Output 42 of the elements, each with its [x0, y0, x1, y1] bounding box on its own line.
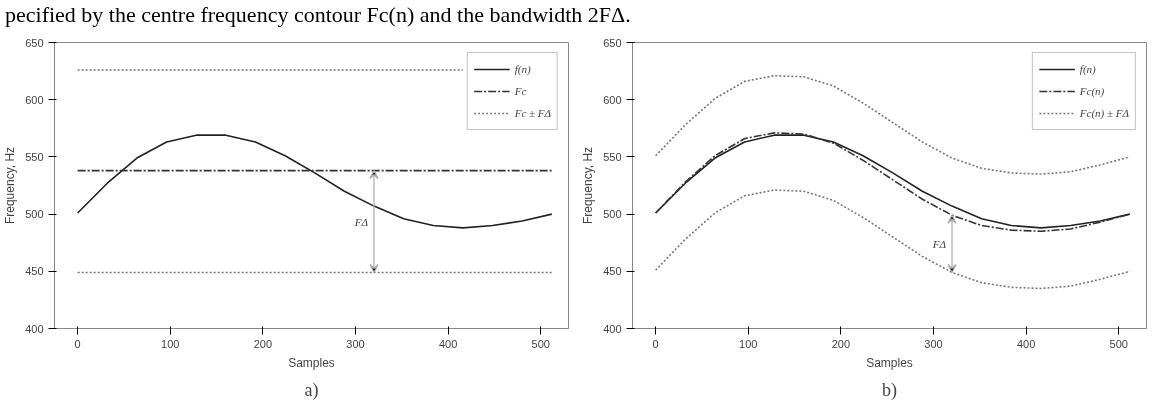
x-tick-label: 0	[74, 337, 81, 350]
legend-label: f(n)	[1079, 63, 1097, 75]
y-tick-label: 450	[603, 265, 622, 278]
text: a)	[304, 379, 319, 401]
y-tick-label: 600	[603, 93, 622, 106]
text: b)	[882, 379, 897, 401]
x-tick-label: 500	[1109, 337, 1128, 350]
x-axis-title: Samples	[288, 355, 335, 370]
annotation: FΔ	[931, 237, 947, 250]
y-axis-title: Frequency, Hz	[3, 146, 18, 225]
x-tick-label: 300	[924, 337, 943, 350]
annotation: FΔ	[353, 215, 369, 228]
line-series	[654, 189, 1131, 290]
y-tick-label: 550	[603, 150, 622, 163]
line-series	[654, 74, 1131, 175]
y-tick-label: 500	[25, 208, 44, 221]
legend-label: f(n)	[514, 63, 532, 75]
x-tick-label: 100	[739, 337, 758, 350]
y-tick-label: 600	[25, 93, 44, 106]
text: pecified by the centre frequency contour Fc(n) and the bandwidth 2FΔ.	[5, 4, 631, 27]
x-tick-label: 400	[1016, 337, 1036, 350]
x-tick-label: 400	[438, 337, 458, 350]
x-tick-label: 0	[652, 337, 659, 350]
legend-label: Fc(n)	[1079, 85, 1105, 97]
y-tick-label: 400	[25, 322, 44, 335]
x-axis-title: Samples	[866, 355, 913, 370]
y-tick-label: 500	[603, 208, 622, 221]
y-tick-label: 450	[25, 265, 44, 278]
x-tick-label: 300	[346, 337, 365, 350]
line-series	[76, 134, 553, 229]
y-tick-label: 400	[603, 322, 622, 335]
y-axis-title: Frequency, Hz	[581, 146, 596, 225]
legend-label: Fc(n) ± FΔ	[1079, 107, 1129, 119]
legend-label: Fc	[514, 85, 528, 97]
legend-label: Fc ± FΔ	[514, 107, 551, 119]
x-tick-label: 100	[161, 337, 180, 350]
y-tick-label: 650	[603, 36, 622, 49]
y-tick-label: 550	[25, 150, 44, 163]
x-tick-label: 200	[831, 337, 851, 350]
y-tick-label: 650	[25, 36, 44, 49]
x-tick-label: 500	[531, 337, 550, 350]
x-tick-label: 200	[253, 337, 273, 350]
